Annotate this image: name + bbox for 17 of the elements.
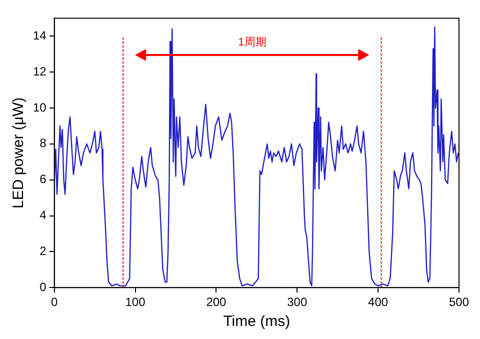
y-tick-label: 12 xyxy=(32,64,47,78)
x-tick-label: 0 xyxy=(51,295,58,310)
x-tick-label: 100 xyxy=(125,295,146,310)
x-tick-label: 400 xyxy=(368,295,388,310)
y-tick-label: 8 xyxy=(40,136,47,150)
y-tick-label: 2 xyxy=(40,244,47,258)
y-tick-label: 4 xyxy=(40,208,47,222)
y-axis-title: LED power (μW) xyxy=(10,97,28,208)
x-tick-label: 500 xyxy=(448,295,470,310)
annotation: 1周期 xyxy=(238,36,266,49)
x-tick-label: 200 xyxy=(206,295,227,310)
x-tick-label: 300 xyxy=(287,295,308,310)
y-tick-label: 10 xyxy=(32,100,47,114)
y-tick-label: 14 xyxy=(32,28,47,42)
x-axis-title: Time (ms) xyxy=(223,313,290,330)
y-tick-label: 0 xyxy=(40,280,47,294)
y-tick-label: 6 xyxy=(40,172,47,186)
